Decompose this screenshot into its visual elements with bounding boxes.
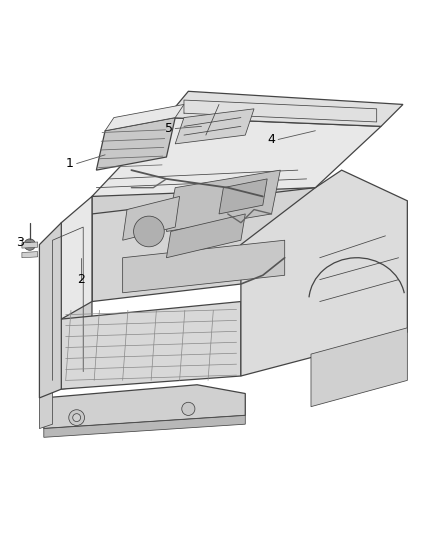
Polygon shape — [166, 214, 245, 258]
Circle shape — [24, 239, 35, 251]
Polygon shape — [44, 415, 245, 437]
Text: 5: 5 — [165, 122, 173, 135]
Polygon shape — [123, 197, 180, 240]
Polygon shape — [44, 385, 245, 429]
Text: 1: 1 — [66, 157, 74, 170]
Text: 4: 4 — [268, 133, 276, 146]
Polygon shape — [105, 104, 184, 131]
Polygon shape — [22, 252, 38, 258]
Circle shape — [69, 410, 85, 425]
Polygon shape — [61, 302, 241, 389]
Polygon shape — [22, 242, 38, 248]
Polygon shape — [311, 328, 407, 407]
Polygon shape — [92, 170, 315, 214]
Text: 3: 3 — [16, 236, 24, 249]
Polygon shape — [96, 118, 175, 170]
Text: 2: 2 — [77, 273, 85, 286]
Polygon shape — [166, 170, 280, 231]
Polygon shape — [241, 170, 407, 376]
Circle shape — [134, 216, 164, 247]
Polygon shape — [61, 197, 92, 319]
Polygon shape — [92, 170, 315, 302]
Polygon shape — [175, 109, 254, 144]
Polygon shape — [123, 240, 285, 293]
Polygon shape — [92, 118, 381, 197]
Polygon shape — [39, 214, 92, 398]
Circle shape — [182, 402, 195, 415]
Polygon shape — [39, 389, 53, 429]
Polygon shape — [166, 91, 403, 126]
Polygon shape — [219, 179, 267, 214]
Circle shape — [73, 414, 81, 422]
